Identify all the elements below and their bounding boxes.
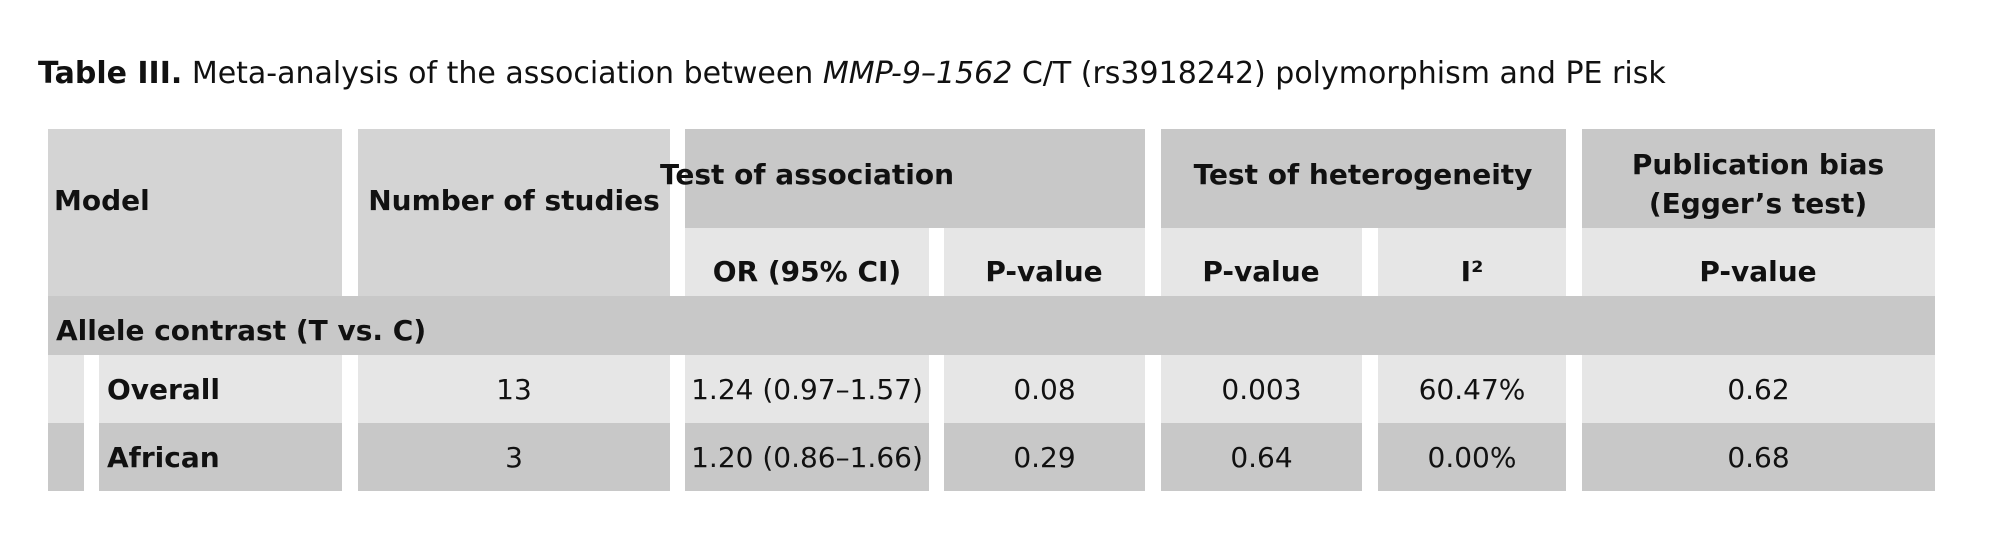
header-group: Test of association	[660, 158, 954, 191]
header-cell: P-value	[1699, 255, 1816, 288]
cell-bg	[1378, 355, 1566, 423]
header-group: (Egger’s test)	[1649, 187, 1867, 220]
row-label: Overall	[107, 373, 220, 406]
section-bg	[48, 296, 1935, 355]
cell-bg	[685, 355, 929, 423]
cell-bg	[1582, 228, 1935, 296]
body-rows: Overall 13 1.24 (0.97–1.57) 0.08 0.003 60.47%…	[48, 355, 1935, 491]
cell-bg	[1582, 423, 1935, 491]
table-cell: 13	[496, 373, 532, 406]
caption-label: Table III.	[38, 56, 182, 91]
table-cell: 0.00%	[1428, 441, 1517, 474]
cell-bg	[358, 355, 670, 423]
cell-bg	[944, 228, 1145, 296]
cell-bg	[944, 355, 1145, 423]
table-cell: 0.08	[1013, 373, 1075, 406]
header-cell: P-value	[985, 255, 1102, 288]
table-cell: 3	[505, 441, 523, 474]
header-cell: OR (95% CI)	[713, 255, 901, 288]
cell-bg	[1161, 355, 1362, 423]
cell-bg	[944, 423, 1145, 491]
cell-bg	[1161, 228, 1362, 296]
cell-bg	[685, 228, 929, 296]
cell-bg	[1378, 228, 1566, 296]
table-caption: Table III. Meta-analysis of the associat…	[38, 56, 1666, 91]
table-cell: 1.20 (0.86–1.66)	[691, 441, 923, 474]
table-cell: 0.68	[1727, 441, 1789, 474]
header-cell: Number of studies	[368, 184, 660, 217]
table-cell: 1.24 (0.97–1.57)	[691, 373, 923, 406]
header-group: Test of heterogeneity	[1194, 158, 1533, 191]
cell-bg	[99, 423, 342, 491]
row-label: African	[107, 441, 220, 474]
caption-gene: MMP-9–1562	[823, 56, 1012, 91]
table-cell: 0.64	[1230, 441, 1292, 474]
cell-bg	[1582, 129, 1935, 228]
cell-bg	[1378, 423, 1566, 491]
header-cell: Model	[54, 184, 150, 217]
table-cell: 0.003	[1221, 373, 1301, 406]
caption-text: Meta-analysis of the association between	[182, 56, 823, 91]
header-cell: P-value	[1202, 255, 1319, 288]
cell-bg	[99, 355, 342, 423]
table-cell: 0.62	[1727, 373, 1789, 406]
caption-text: C/T (rs3918242) polymorphism and PE risk	[1012, 56, 1666, 91]
header-group: Publication bias	[1632, 148, 1884, 181]
section-label: Allele contrast (T vs. C)	[56, 314, 426, 347]
table-cell: 60.47%	[1419, 373, 1526, 406]
cell-bg	[1161, 423, 1362, 491]
indent-bg	[48, 423, 84, 491]
cell-bg	[685, 129, 1145, 228]
cell-bg	[358, 423, 670, 491]
cell-bg	[358, 129, 670, 296]
cell-bg	[1582, 355, 1935, 423]
cell-bg	[48, 129, 342, 296]
cell-bg	[1161, 129, 1566, 228]
indent-bg	[48, 355, 84, 423]
table-cell: 0.29	[1013, 441, 1075, 474]
cell-bg	[685, 423, 929, 491]
header-cell: I²	[1461, 255, 1484, 288]
